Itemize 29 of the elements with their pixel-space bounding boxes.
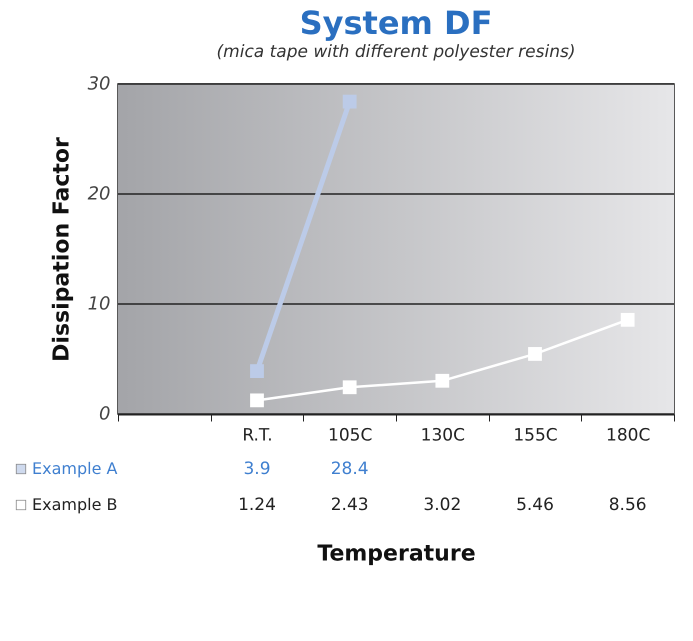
point	[528, 347, 542, 361]
data-label: 3.02	[423, 495, 462, 515]
point	[250, 393, 264, 408]
point	[342, 380, 357, 394]
chart-title: System DF	[300, 4, 492, 42]
x-tick-label: 155C	[513, 426, 558, 446]
point	[250, 364, 264, 378]
data-label: 1.24	[238, 495, 276, 515]
y-tick-label: 20	[88, 184, 110, 204]
x-tick-label: 180C	[606, 426, 650, 446]
x-tick-label: 105C	[328, 426, 372, 446]
data-label: 3.9	[243, 459, 271, 479]
point	[342, 94, 357, 108]
data-label: 8.56	[608, 495, 647, 515]
y-axis-title: Dissipation Factor	[50, 136, 75, 362]
data-label: 2.43	[330, 495, 369, 515]
y-tick-label: 30	[88, 74, 110, 94]
y-tick-label: 0	[99, 404, 110, 424]
y-tick-label: 10	[88, 294, 110, 314]
legend-label: Example A	[32, 459, 118, 478]
legend-label: Example B	[32, 495, 118, 514]
point	[620, 312, 635, 327]
chart-subtitle: (mica tape with different polyester resins)	[216, 42, 576, 62]
point	[435, 374, 450, 388]
x-axis-title: Temperature	[317, 542, 476, 566]
x-tick-label: R.T.	[242, 426, 273, 446]
data-label: 28.4	[330, 459, 369, 479]
data-label: 5.46	[516, 495, 554, 515]
x-tick-label: 130C	[420, 426, 465, 446]
